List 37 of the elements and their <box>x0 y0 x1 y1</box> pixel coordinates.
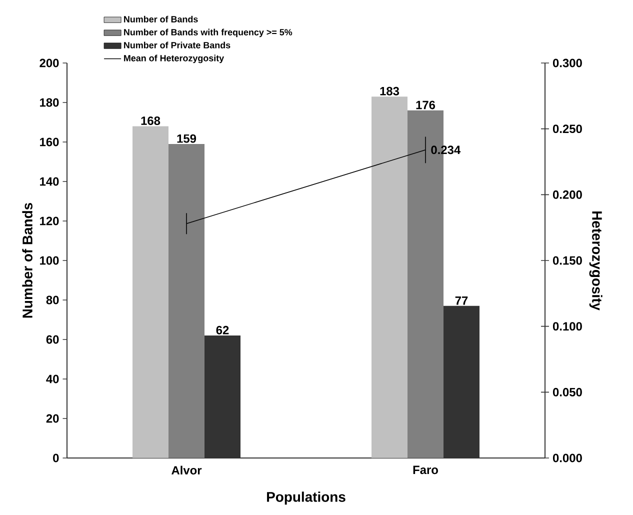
y-tick-label: 180 <box>40 98 59 107</box>
y-tick-label: 200 <box>40 58 59 68</box>
y2-axis-title: Heterozygosity <box>589 211 602 310</box>
y-tick-label: 0 <box>53 454 59 462</box>
data-label: 168 <box>141 116 160 125</box>
y-tick-label: 60 <box>46 335 59 344</box>
y2-tick-label: 0.250 <box>552 124 582 134</box>
y2-tick-label: 0.300 <box>552 58 582 68</box>
bar <box>132 126 168 458</box>
y-tick-label: 80 <box>46 296 59 304</box>
legend-label: Mean of Heterozygosity <box>124 54 224 64</box>
data-label: 0.234 <box>431 146 461 154</box>
data-label: 62 <box>216 326 229 334</box>
data-label: 183 <box>380 86 400 96</box>
x-tick-label: Alvor <box>172 466 202 475</box>
data-label: 159 <box>177 134 196 143</box>
y-axis-title: Number of Bands <box>22 202 32 318</box>
y-tick-label: 40 <box>46 374 59 384</box>
y-tick-label: 120 <box>40 216 59 226</box>
data-label: 176 <box>416 100 436 110</box>
y2-tick-label: 0.200 <box>552 190 582 199</box>
y2-tick-label: 0.150 <box>552 256 582 265</box>
bar <box>372 96 408 458</box>
y-tick-label: 100 <box>40 256 59 265</box>
bar <box>168 144 204 458</box>
y2-tick-label: 0.000 <box>552 454 582 462</box>
y-tick-label: 160 <box>40 138 59 146</box>
data-label: 77 <box>455 296 468 305</box>
x-axis-title: Populations <box>267 492 346 505</box>
y2-tick-label: 0.100 <box>552 322 582 331</box>
x-tick-label: Faro <box>413 466 438 474</box>
y-tick-label: 20 <box>46 414 59 423</box>
y-tick-label: 140 <box>40 177 59 186</box>
legend-label: Number of Bands <box>124 16 198 22</box>
legend-label: Number of Private Bands <box>124 42 230 48</box>
legend-label: Number of Bands with frequency >= 5% <box>124 28 292 38</box>
y2-tick-label: 0.050 <box>552 388 582 396</box>
